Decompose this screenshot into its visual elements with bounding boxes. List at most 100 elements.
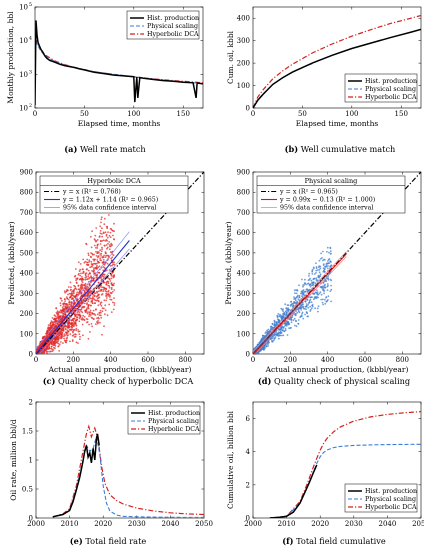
- scatter-point: [91, 264, 94, 266]
- scatter-point: [99, 249, 101, 252]
- scatter-point: [280, 307, 283, 310]
- scatter-point: [45, 348, 48, 350]
- scatter-point: [273, 337, 276, 340]
- scatter-point: [108, 303, 111, 306]
- scatter-point: [97, 293, 100, 296]
- scatter-point: [81, 276, 83, 278]
- scatter-point: [108, 245, 111, 248]
- scatter-point: [43, 351, 46, 354]
- scatter-point: [67, 286, 70, 288]
- scatter-point: [101, 246, 103, 249]
- scatter-point: [63, 326, 65, 329]
- scatter-point: [46, 352, 49, 354]
- scatter-point: [309, 296, 312, 299]
- scatter-point: [52, 323, 55, 326]
- scatter-point: [97, 281, 100, 284]
- scatter-point: [113, 274, 115, 277]
- scatter-point: [77, 305, 80, 308]
- scatter-point: [271, 339, 273, 342]
- scatter-point: [83, 302, 86, 305]
- scatter-point: [108, 278, 111, 280]
- caption-text: Total field cumulative: [293, 536, 385, 546]
- scatter-point: [298, 284, 300, 287]
- scatter-point: [102, 288, 105, 291]
- scatter-point: [108, 241, 111, 243]
- scatter-point: [60, 341, 62, 343]
- y-tick-label: 10: [19, 37, 28, 45]
- scatter-point: [287, 323, 290, 326]
- legend-title: Physical scaling: [305, 177, 358, 185]
- scatter-point: [81, 278, 83, 280]
- scatter-point: [316, 289, 318, 291]
- legend-box: [126, 10, 200, 40]
- scatter-point: [50, 345, 53, 348]
- scatter-point: [61, 306, 64, 309]
- scatter-point: [82, 258, 85, 261]
- scatter-point: [298, 296, 301, 299]
- scatter-point: [87, 300, 90, 303]
- ci-upper-line: [252, 251, 347, 352]
- scatter-point: [304, 278, 306, 281]
- scatter-point: [46, 327, 49, 330]
- scatter-point: [317, 293, 319, 296]
- scatter-point: [329, 250, 332, 253]
- legend-entry: 95% data confidence interval: [280, 205, 373, 212]
- scatter-point: [282, 310, 284, 313]
- y-tick-label: 400: [237, 15, 250, 23]
- scatter-point: [298, 294, 301, 297]
- scatter-point: [59, 331, 62, 334]
- scatter-point: [317, 305, 320, 308]
- scatter-point: [70, 286, 72, 289]
- scatter-point: [313, 267, 315, 270]
- scatter-point: [107, 295, 110, 297]
- scatter-point: [91, 302, 94, 305]
- scatter-point: [101, 248, 103, 251]
- scatter-point: [52, 344, 55, 347]
- y-tick-label: 100: [20, 330, 33, 338]
- scatter-point: [87, 337, 90, 340]
- scatter-point: [51, 325, 54, 328]
- scatter-point: [328, 251, 330, 254]
- scatter-point: [59, 325, 62, 327]
- scatter-point: [317, 279, 319, 282]
- scatter-point: [45, 337, 48, 340]
- scatter-point: [290, 326, 292, 329]
- scatter-point: [324, 302, 327, 305]
- scatter-point: [56, 322, 59, 325]
- ci-upper-line: [35, 231, 130, 350]
- scatter-point: [104, 313, 106, 316]
- y-tick-label: 0: [246, 105, 250, 113]
- scatter-point: [320, 286, 323, 289]
- series-line-hyperbolic-dca: [253, 14, 421, 108]
- scatter-point: [67, 330, 70, 333]
- scatter-point: [86, 318, 89, 321]
- scatter-point: [61, 332, 63, 335]
- scatter-point: [330, 284, 332, 287]
- scatter-point: [84, 295, 87, 297]
- scatter-point: [112, 234, 114, 237]
- scatter-point: [74, 296, 76, 298]
- scatter-point: [315, 278, 318, 281]
- scatter-point: [326, 289, 329, 291]
- scatter-point: [314, 282, 317, 285]
- scatter-point: [52, 321, 55, 324]
- scatter-point: [64, 325, 66, 327]
- y-tick-label: 1.5: [22, 428, 33, 436]
- chart-d: 0 200 400 600 800 0 100 200 300 400 500 600 700 800 90…: [224, 169, 422, 386]
- scatter-point: [270, 328, 272, 331]
- scatter-point: [307, 302, 310, 304]
- scatter-point: [50, 326, 53, 329]
- scatter-point: [110, 292, 113, 295]
- scatter-point: [110, 257, 112, 260]
- scatter-point: [99, 232, 102, 235]
- scatter-point: [68, 326, 71, 328]
- scatter-point: [97, 300, 100, 302]
- scatter-point: [294, 298, 297, 300]
- scatter-point: [320, 293, 323, 296]
- scatter-point: [67, 311, 69, 313]
- scatter-point: [295, 325, 298, 328]
- scatter-point: [71, 339, 74, 341]
- scatter-point: [110, 244, 113, 247]
- scatter-point: [56, 316, 58, 318]
